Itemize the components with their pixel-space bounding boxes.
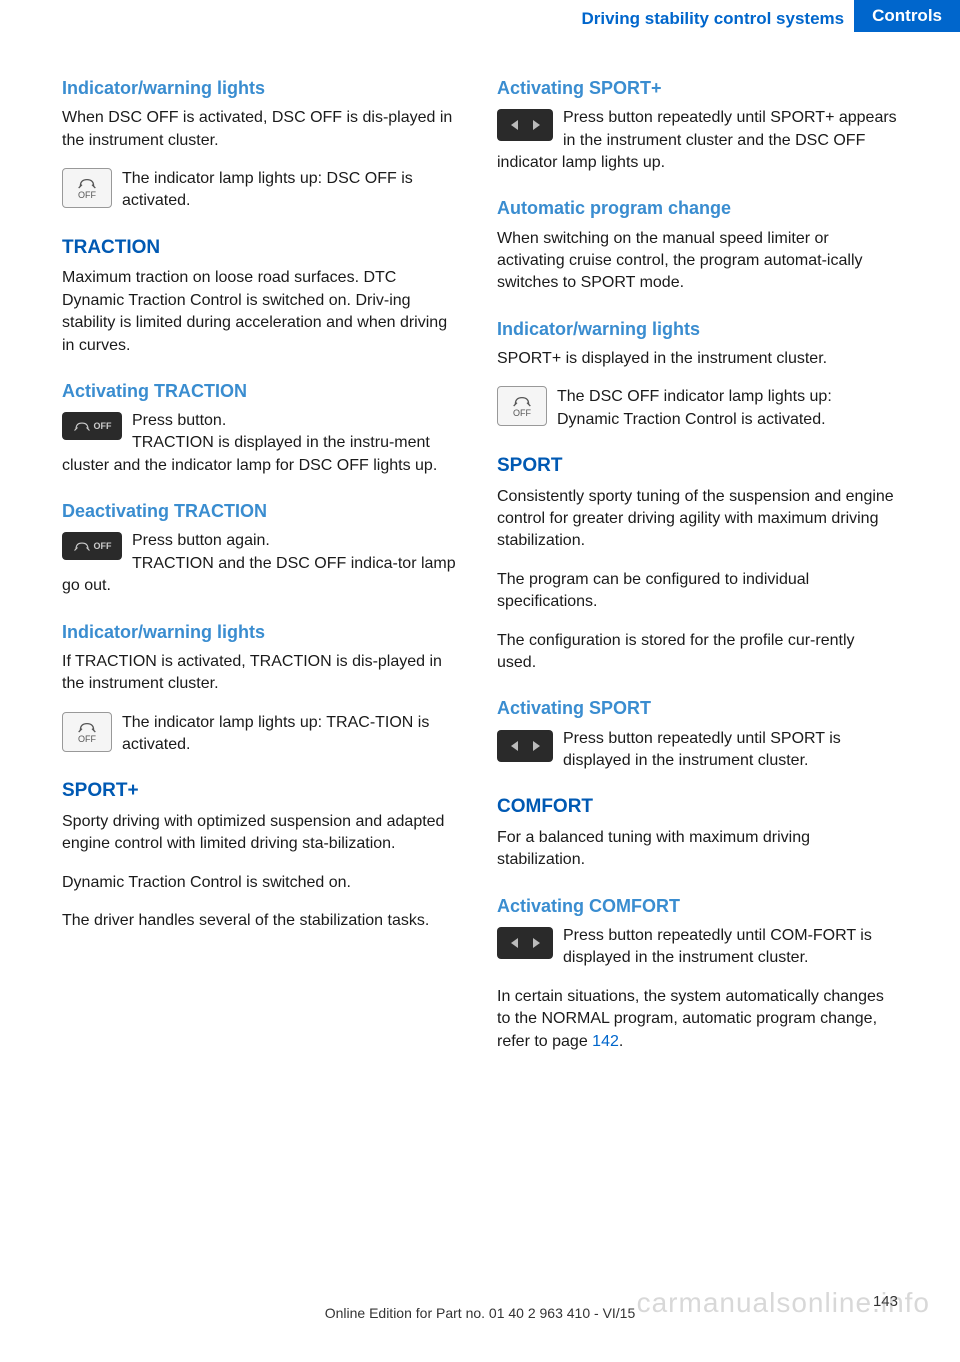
section-activating-traction: Activating TRACTION OFF Press button. TR… [62,379,463,477]
heading-indicator-warning: Indicator/warning lights [497,317,898,342]
para: Consistently sporty tuning of the suspen… [497,486,898,553]
section-comfort: COMFORT For a balanced tuning with maxim… [497,794,898,871]
para-post: . [619,1033,623,1050]
dsc-off-button-icon: OFF [62,532,122,560]
dsc-off-lamp-icon: OFF [62,168,112,208]
icon-text: Press button repeatedly until COM‐FORT i… [563,927,872,966]
para: For a balanced tuning with maximum drivi… [497,827,898,872]
icon-text: The DSC OFF indicator lamp lights up: Dy… [557,388,832,427]
section-activating-sport: Activating SPORT Press button repeatedly… [497,696,898,772]
dsc-off-lamp-icon: OFF [497,386,547,426]
para: When DSC OFF is activated, DSC OFF is di… [62,107,463,152]
para: Dynamic Traction Control is switched on. [62,872,463,894]
icon-paragraph: Press button repeatedly until SPORT+ app… [497,107,898,174]
section-deactivating-traction: Deactivating TRACTION OFF Press button a… [62,499,463,597]
para: The program can be configured to individ… [497,569,898,614]
rocker-button-icon [497,927,553,959]
para-with-link: In certain situations, the system automa… [497,986,898,1053]
para: Sporty driving with optimized suspension… [62,811,463,856]
section-sport: SPORT Consistently sporty tuning of the … [497,453,898,674]
icon-paragraph: OFF The DSC OFF indicator lamp lights up… [497,386,898,431]
para: If TRACTION is activated, TRACTION is di… [62,651,463,696]
header-section-title: Driving stability control systems [581,0,854,32]
para: When switching on the manual speed limit… [497,228,898,295]
rocker-button-icon [497,109,553,141]
heading-sport-plus: SPORT+ [62,778,463,805]
heading-activating-sport: Activating SPORT [497,696,898,721]
page-link[interactable]: 142 [592,1033,619,1050]
section-activating-comfort: Activating COMFORT Press button repeated… [497,894,898,1053]
section-indicator-warning-1: Indicator/warning lights When DSC OFF is… [62,76,463,213]
section-activating-sport-plus: Activating SPORT+ Press button repeatedl… [497,76,898,174]
heading-activating-sport-plus: Activating SPORT+ [497,76,898,101]
heading-auto-program-change: Automatic program change [497,196,898,221]
content-columns: Indicator/warning lights When DSC OFF is… [0,76,960,1075]
dsc-off-lamp-icon: OFF [62,712,112,752]
icon-text: The indicator lamp lights up: DSC OFF is… [122,170,413,209]
icon-paragraph: Press button repeatedly until SPORT is d… [497,728,898,773]
rocker-button-icon [497,730,553,762]
header-category: Controls [854,0,960,32]
watermark: carmanualsonline.info [637,1283,930,1322]
heading-activating-traction: Activating TRACTION [62,379,463,404]
heading-traction: TRACTION [62,235,463,262]
para: TRACTION is displayed in the instru‐ment… [62,434,437,473]
icon-paragraph: Press button repeatedly until COM‐FORT i… [497,925,898,970]
icon-paragraph: OFF The indicator lamp lights up: TRAC‐T… [62,712,463,757]
heading-activating-comfort: Activating COMFORT [497,894,898,919]
para: Maximum traction on loose road surfaces.… [62,267,463,357]
icon-text: Press button. [132,412,226,429]
icon-text: Press button again. [132,532,270,549]
para: SPORT+ is displayed in the instrument cl… [497,348,898,370]
page-header: Driving stability control systems Contro… [0,0,960,32]
icon-paragraph: OFF Press button. TRACTION is displayed … [62,410,463,477]
section-indicator-warning-2: Indicator/warning lights If TRACTION is … [62,620,463,757]
icon-text: Press button repeatedly until SPORT is d… [563,730,841,769]
heading-comfort: COMFORT [497,794,898,821]
para-pre: In certain situations, the system automa… [497,988,884,1050]
heading-indicator-warning: Indicator/warning lights [62,620,463,645]
heading-deactivating-traction: Deactivating TRACTION [62,499,463,524]
icon-text: The indicator lamp lights up: TRAC‐TION … [122,714,429,753]
section-indicator-warning-3: Indicator/warning lights SPORT+ is displ… [497,317,898,431]
para: TRACTION and the DSC OFF indica‐tor lamp… [62,555,456,594]
heading-indicator-warning: Indicator/warning lights [62,76,463,101]
icon-text: Press button repeatedly until SPORT+ app… [497,109,897,171]
icon-paragraph: OFF Press button again. TRACTION and the… [62,530,463,597]
heading-sport: SPORT [497,453,898,480]
section-auto-program-change: Automatic program change When switching … [497,196,898,294]
section-traction: TRACTION Maximum traction on loose road … [62,235,463,357]
para: The configuration is stored for the prof… [497,630,898,675]
icon-paragraph: OFF The indicator lamp lights up: DSC OF… [62,168,463,213]
left-column: Indicator/warning lights When DSC OFF is… [62,76,463,1075]
section-sport-plus: SPORT+ Sporty driving with optimized sus… [62,778,463,932]
dsc-off-button-icon: OFF [62,412,122,440]
para: The driver handles several of the stabil… [62,910,463,932]
right-column: Activating SPORT+ Press button repeatedl… [497,76,898,1075]
